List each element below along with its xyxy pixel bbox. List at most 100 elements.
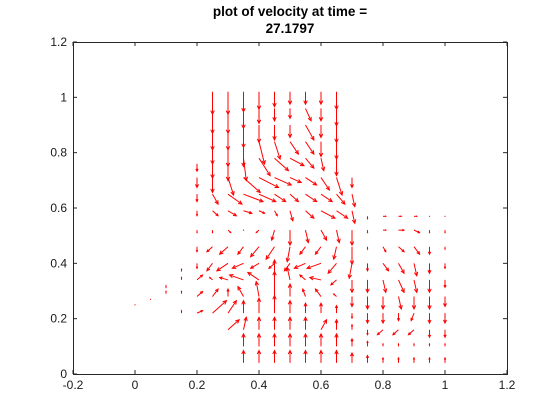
velocity-arrow: [287, 332, 293, 347]
velocity-arrow: [134, 304, 136, 306]
velocity-arrow: [334, 158, 339, 177]
velocity-arrow: [249, 246, 260, 258]
velocity-arrow: [332, 293, 337, 297]
velocity-arrow: [443, 356, 447, 363]
x-tick-label: 0: [132, 378, 139, 392]
velocity-arrow: [268, 262, 275, 270]
velocity-arrow: [237, 246, 244, 256]
velocity-arrow: [243, 177, 262, 194]
chart-title-line2: 27.1797: [265, 21, 315, 36]
velocity-arrow: [427, 246, 432, 256]
x-tick-label: 0.6: [313, 378, 330, 392]
velocity-arrow: [392, 329, 399, 336]
velocity-arrow: [305, 177, 318, 186]
velocity-arrow: [272, 108, 277, 122]
x-tick-label: -0.2: [63, 378, 84, 392]
velocity-arrow: [195, 177, 199, 189]
velocity-arrow: [195, 210, 199, 217]
y-tick-label: 0.2: [50, 312, 67, 326]
velocity-arrow: [320, 318, 328, 330]
velocity-arrow: [299, 246, 306, 256]
velocity-arrow: [206, 263, 213, 272]
velocity-arrow: [334, 332, 339, 347]
velocity-arrow: [382, 263, 390, 272]
velocity-arrow: [289, 210, 294, 222]
velocity-arrow: [195, 163, 199, 173]
velocity-arrow: [195, 263, 199, 270]
velocity-arrow: [242, 229, 245, 231]
velocity-arrow: [241, 299, 246, 314]
velocity-arrow: [365, 279, 370, 294]
velocity-arrow: [350, 296, 354, 308]
velocity-arrows: [134, 91, 447, 363]
velocity-arrow: [195, 246, 199, 253]
velocity-arrow: [398, 228, 406, 232]
velocity-arrow: [256, 316, 262, 330]
velocity-arrow: [303, 91, 308, 106]
y-tick-label: 0: [60, 367, 67, 381]
velocity-arrow: [318, 108, 324, 122]
velocity-arrow: [381, 356, 385, 363]
velocity-arrow: [332, 246, 337, 261]
velocity-arrow: [365, 263, 370, 272]
velocity-arrow: [287, 91, 293, 106]
velocity-arrow: [272, 316, 277, 330]
velocity-arrow: [303, 316, 308, 330]
velocity-arrow: [165, 284, 167, 289]
velocity-arrow: [327, 263, 337, 275]
velocity-arrow: [303, 349, 308, 363]
x-tick-label: 1: [442, 378, 449, 392]
velocity-arrow: [443, 329, 447, 339]
velocity-arrow: [412, 356, 416, 363]
velocity-arrow: [241, 349, 246, 363]
velocity-arrow: [256, 332, 262, 347]
velocity-arrow: [287, 299, 293, 314]
velocity-arrow: [274, 193, 287, 203]
velocity-arrow: [320, 210, 336, 219]
y-tick-label: 1: [60, 90, 67, 104]
velocity-arrow: [180, 276, 183, 280]
velocity-arrow: [320, 193, 334, 203]
velocity-arrow: [398, 215, 403, 218]
velocity-arrow: [272, 294, 277, 314]
velocity-arrow: [243, 193, 265, 203]
velocity-arrow: [414, 215, 418, 218]
velocity-arrow: [305, 157, 315, 170]
velocity-arrow: [381, 313, 385, 325]
velocity-arrow: [289, 157, 305, 167]
velocity-arrow: [305, 124, 315, 141]
velocity-arrow: [351, 194, 357, 208]
velocity-arrow: [427, 296, 432, 311]
velocity-arrow: [237, 285, 244, 297]
velocity-arrow: [256, 349, 262, 363]
velocity-arrow: [288, 108, 292, 120]
velocity-arrow: [305, 262, 322, 270]
velocity-arrow: [413, 279, 419, 294]
velocity-arrow: [380, 296, 386, 311]
velocity-arrow: [398, 246, 405, 253]
velocity-arrow: [330, 279, 337, 286]
velocity-arrow: [289, 177, 303, 184]
velocity-arrow: [318, 125, 324, 139]
velocity-arrow: [210, 177, 215, 194]
velocity-arrow: [365, 296, 370, 311]
velocity-arrow: [366, 230, 369, 234]
velocity-arrow: [227, 210, 238, 217]
velocity-arrow: [287, 282, 293, 297]
velocity-arrow: [318, 349, 324, 363]
velocity-arrow: [274, 157, 290, 172]
velocity-arrow: [427, 329, 432, 339]
velocity-arrow: [227, 299, 238, 314]
velocity-arrow: [376, 329, 384, 336]
velocity-arrow: [349, 230, 355, 247]
velocity-arrow: [211, 230, 214, 234]
velocity-arrow: [212, 210, 219, 217]
velocity-arrow: [274, 177, 293, 186]
velocity-arrow: [413, 342, 415, 347]
velocity-arrow: [180, 290, 183, 294]
y-tick-label: 0.4: [50, 256, 67, 270]
velocity-arrow: [444, 246, 446, 251]
velocity-arrow: [231, 262, 244, 269]
velocity-arrow: [396, 313, 401, 322]
